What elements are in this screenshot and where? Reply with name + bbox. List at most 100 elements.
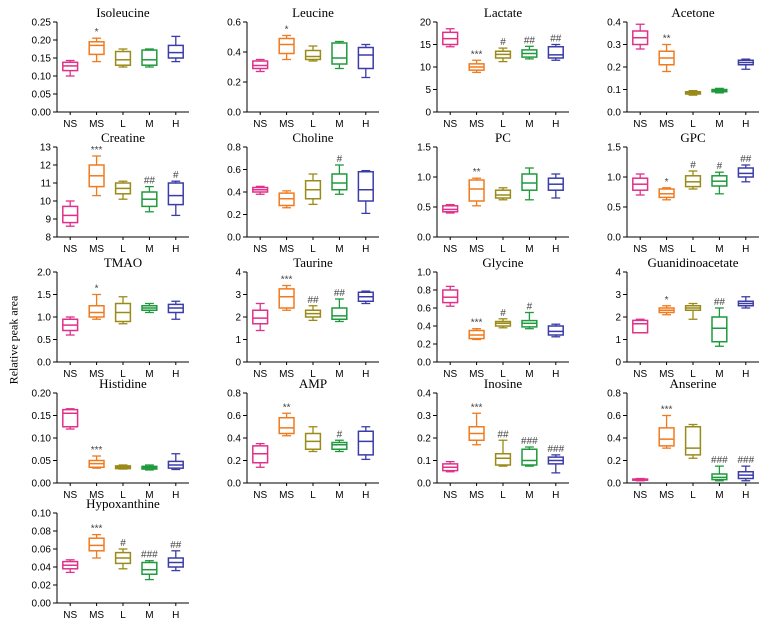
chart-title-glycine: Glycine xyxy=(482,255,523,270)
chart-title-choline: Choline xyxy=(292,130,333,145)
y-tick-label-taurine-2: 2 xyxy=(235,313,241,324)
y-tick-label-histidine-1: 0.05 xyxy=(32,456,52,467)
box-creatine-h xyxy=(167,182,184,206)
box-hypoxanthine-ms xyxy=(88,537,105,552)
significance-label-taurine-l: ## xyxy=(307,295,319,306)
y-tick-label-isoleucine-2: 0.10 xyxy=(32,72,52,83)
significance-label-hypoxanthine-h: ## xyxy=(170,540,182,551)
significance-label-glycine-m: # xyxy=(527,302,533,313)
x-tick-label-glycine-ms: MS xyxy=(469,369,484,380)
y-tick-label-creatine-2: 10 xyxy=(40,197,52,208)
significance-label-guanidinoacetate-m: ## xyxy=(714,297,726,308)
y-tick-label-taurine-3: 3 xyxy=(235,290,241,301)
x-tick-label-choline-l: L xyxy=(310,244,316,255)
x-tick-label-inosine-h: H xyxy=(552,490,559,501)
x-tick-label-tmao-m: M xyxy=(145,369,153,380)
x-tick-label-taurine-ns: NS xyxy=(253,369,267,380)
chart-title-leucine: Leucine xyxy=(292,5,334,20)
x-tick-label-pc-m: M xyxy=(525,244,533,255)
y-tick-label-creatine-4: 12 xyxy=(40,161,52,172)
box-anserine-l xyxy=(684,426,702,456)
x-tick-label-hypoxanthine-l: L xyxy=(120,610,126,621)
x-tick-label-creatine-ns: NS xyxy=(63,244,77,255)
x-tick-label-acetone-ns: NS xyxy=(633,119,647,130)
x-tick-label-histidine-h: H xyxy=(172,490,179,501)
x-tick-label-choline-m: M xyxy=(335,244,343,255)
x-tick-label-lactate-m: M xyxy=(525,119,533,130)
x-tick-label-lactate-h: H xyxy=(552,119,559,130)
y-tick-label-glycine-0: 0.0 xyxy=(417,358,431,369)
x-tick-label-gpc-ms: MS xyxy=(659,244,674,255)
y-tick-label-inosine-1: 0.1 xyxy=(417,456,431,467)
significance-label-taurine-m: ## xyxy=(334,288,346,299)
y-tick-label-guanidinoacetate-2: 2 xyxy=(615,313,621,324)
y-tick-label-isoleucine-1: 0.05 xyxy=(32,90,52,101)
x-tick-label-amp-h: H xyxy=(362,490,369,501)
significance-label-anserine-ms: *** xyxy=(661,405,673,416)
significance-label-glycine-ms: *** xyxy=(471,318,483,329)
y-tick-label-histidine-0: 0.00 xyxy=(32,479,52,490)
significance-label-choline-m: # xyxy=(337,154,343,165)
x-tick-label-histidine-ns: NS xyxy=(63,490,77,501)
box-amp-m xyxy=(331,441,348,450)
x-tick-label-gpc-l: L xyxy=(690,244,696,255)
x-tick-label-pc-l: L xyxy=(500,244,506,255)
y-tick-label-anserine-0: 0.0 xyxy=(607,479,621,490)
y-tick-label-glycine-4: 0.8 xyxy=(417,286,431,297)
y-tick-label-pc-2: 1.0 xyxy=(417,173,431,184)
x-tick-label-inosine-m: M xyxy=(525,490,533,501)
y-tick-label-leucine-2: 0.4 xyxy=(227,48,241,59)
box-glycine-ns xyxy=(442,289,459,304)
y-tick-label-amp-0: 0.0 xyxy=(227,479,241,490)
significance-label-inosine-h: ### xyxy=(547,444,564,455)
x-tick-label-anserine-m: M xyxy=(715,490,723,501)
y-tick-label-isoleucine-4: 0.20 xyxy=(32,36,52,47)
y-tick-label-leucine-0: 0.0 xyxy=(227,108,241,119)
x-tick-label-lactate-ns: NS xyxy=(443,119,457,130)
significance-label-creatine-h: # xyxy=(173,170,179,181)
y-tick-label-hypoxanthine-5: 0.10 xyxy=(32,509,52,520)
y-tick-label-hypoxanthine-2: 0.04 xyxy=(32,563,52,574)
chart-title-acetone: Acetone xyxy=(671,5,715,20)
significance-label-amp-ms: ** xyxy=(283,402,291,413)
x-tick-label-hypoxanthine-ns: NS xyxy=(63,610,77,621)
y-tick-label-tmao-2: 1.0 xyxy=(37,313,51,324)
x-tick-label-taurine-l: L xyxy=(310,369,316,380)
significance-label-gpc-l: # xyxy=(690,160,696,171)
box-isoleucine-ms xyxy=(88,41,105,56)
y-tick-label-guanidinoacetate-3: 3 xyxy=(615,290,621,301)
y-tick-label-amp-3: 0.6 xyxy=(227,411,241,422)
y-tick-label-taurine-0: 0 xyxy=(235,358,241,369)
y-tick-label-taurine-1: 1 xyxy=(235,335,241,346)
significance-label-lactate-l: # xyxy=(500,37,506,48)
y-tick-label-lactate-3: 15 xyxy=(420,40,432,51)
y-tick-label-gpc-3: 1.5 xyxy=(607,143,621,154)
box-amp-h xyxy=(357,430,374,456)
y-tick-label-choline-3: 0.6 xyxy=(227,165,241,176)
box-inosine-l xyxy=(494,453,512,466)
x-tick-label-glycine-m: M xyxy=(525,369,533,380)
box-guanidinoacetate-ns xyxy=(632,319,649,334)
significance-label-hypoxanthine-l: # xyxy=(120,538,126,549)
significance-label-taurine-ms: *** xyxy=(281,275,293,286)
significance-label-guanidinoacetate-ms: * xyxy=(665,295,669,306)
box-pc-m xyxy=(521,173,538,191)
box-guanidinoacetate-m xyxy=(711,316,728,343)
y-tick-label-acetone-4: 0.4 xyxy=(607,18,621,29)
chart-title-lactate: Lactate xyxy=(484,5,522,20)
y-tick-label-isoleucine-0: 0.00 xyxy=(32,108,52,119)
y-tick-label-choline-2: 0.4 xyxy=(227,188,241,199)
x-tick-label-acetone-ms: MS xyxy=(659,119,674,130)
x-tick-label-histidine-m: M xyxy=(145,490,153,501)
box-leucine-h xyxy=(357,46,374,70)
x-tick-label-lactate-ms: MS xyxy=(469,119,484,130)
chart-title-taurine: Taurine xyxy=(293,255,333,270)
box-leucine-l xyxy=(304,49,322,61)
significance-label-hypoxanthine-m: ### xyxy=(141,550,158,561)
y-tick-label-guanidinoacetate-4: 4 xyxy=(615,268,621,279)
x-tick-label-pc-ms: MS xyxy=(469,244,484,255)
x-tick-label-glycine-h: H xyxy=(552,369,559,380)
box-isoleucine-h xyxy=(167,44,184,59)
box-amp-ms xyxy=(278,417,295,435)
y-tick-label-guanidinoacetate-1: 1 xyxy=(615,335,621,346)
